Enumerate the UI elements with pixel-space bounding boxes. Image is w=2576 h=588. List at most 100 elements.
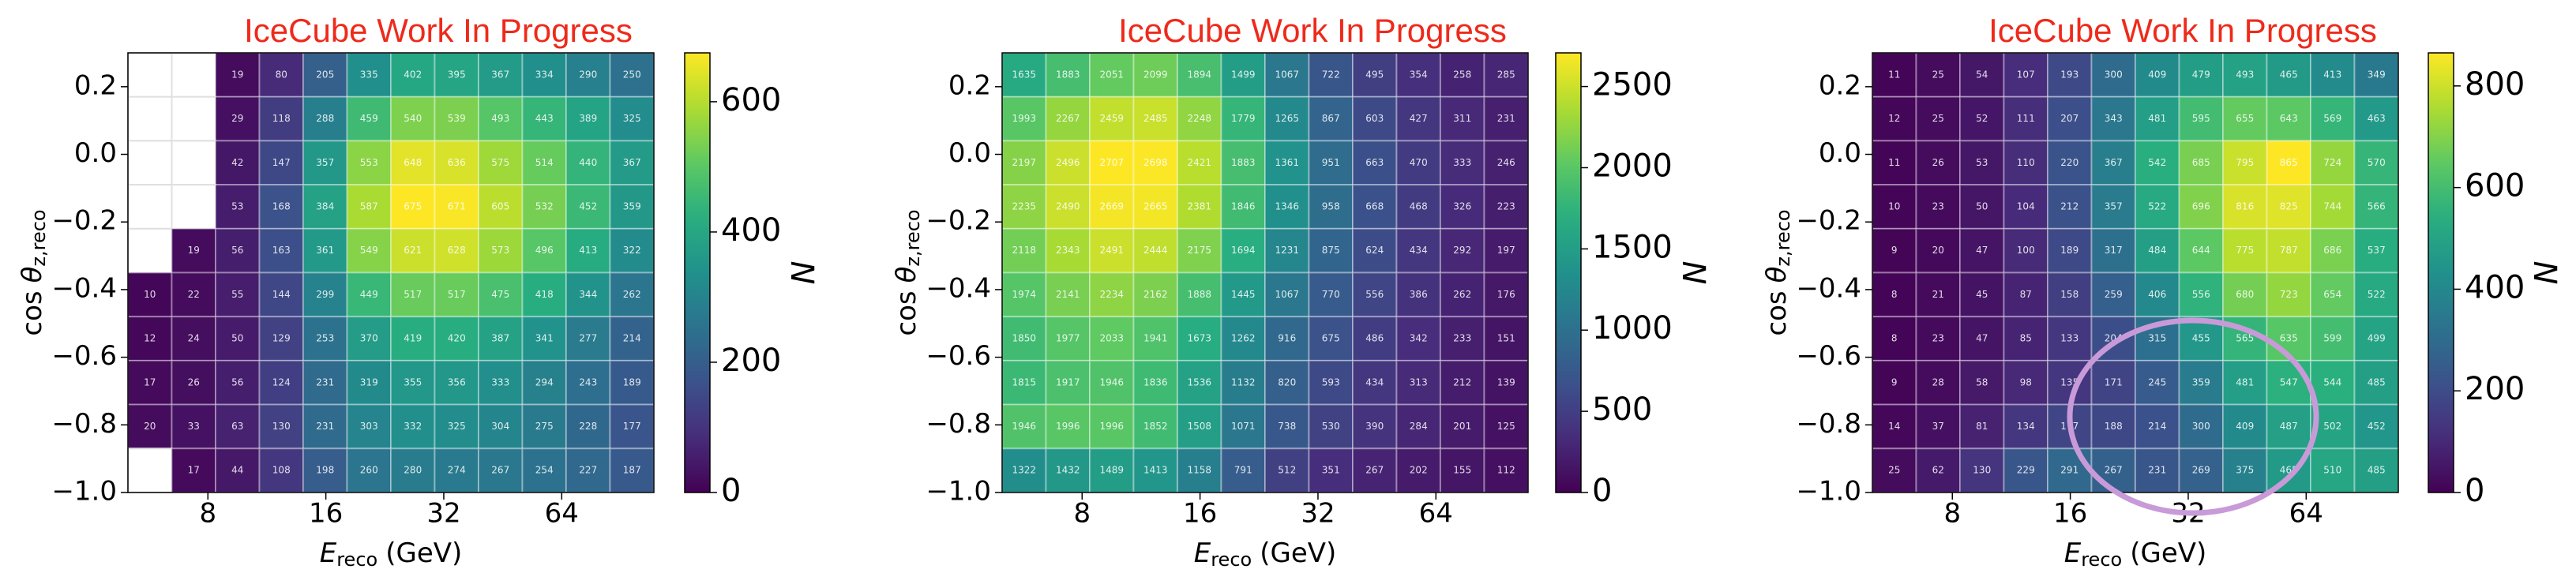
cell-label: 479: [2192, 69, 2210, 80]
cell: [565, 140, 611, 186]
cell: [2003, 448, 2048, 493]
cell-label: 118: [272, 113, 291, 124]
cell-label: 1489: [1099, 465, 1124, 476]
colorbar-tick-label: 600: [2465, 168, 2525, 204]
cell: [1089, 272, 1135, 318]
cell: [2266, 96, 2311, 142]
cell: [2266, 359, 2311, 406]
cell: [609, 52, 655, 98]
cell-label: 63: [231, 421, 243, 432]
cell-label: 2162: [1143, 289, 1168, 300]
colorbar-tick-label: 600: [721, 82, 781, 118]
cell-label: 825: [2280, 200, 2298, 212]
cell: [1915, 448, 1961, 493]
x-tick-label: 64: [1419, 498, 1453, 530]
y-axis-label: cosθz,reco: [891, 209, 925, 335]
cell: [1483, 184, 1529, 230]
cell-label: 50: [1976, 200, 1988, 212]
cell-label: 795: [2236, 157, 2254, 168]
cell: [1483, 316, 1529, 361]
cell-label: 26: [1932, 157, 1944, 168]
x-axis-label: Ereco (GeV): [2064, 537, 2207, 571]
cell-label: 816: [2236, 200, 2254, 212]
cell: [1483, 359, 1529, 406]
cell: [346, 359, 392, 406]
cell-label: 53: [1976, 157, 1988, 168]
cell: [1177, 403, 1222, 450]
cell-label: 540: [404, 113, 422, 124]
cell-label: 395: [448, 69, 466, 80]
cell-label: 171: [2105, 376, 2123, 388]
cell: [1264, 403, 1310, 450]
cell: [1177, 140, 1222, 186]
cell-label: 2485: [1143, 113, 1168, 124]
colorbar-tick-label: 0: [1592, 473, 1612, 509]
cell: [1220, 227, 1266, 274]
cell: [1177, 184, 1222, 230]
cell-label: 2665: [1143, 200, 1168, 212]
y-tick-label: −0.6: [1796, 340, 1861, 372]
cell: [609, 96, 655, 142]
cell: [1220, 96, 1266, 142]
cell-label: 485: [2368, 465, 2386, 476]
cell-label: 867: [1322, 113, 1340, 124]
cell-label: 262: [623, 289, 641, 300]
cell-label: 1265: [1275, 113, 1299, 124]
cell-label: 10: [1888, 200, 1900, 212]
cell: [2353, 272, 2399, 318]
cell: [346, 96, 392, 142]
cell-label: 104: [2017, 200, 2035, 212]
cell-label: 443: [535, 113, 554, 124]
cell-label: 198: [316, 465, 334, 476]
cell-label: 2099: [1143, 69, 1168, 80]
cell: [521, 359, 567, 406]
cell-label: 744: [2323, 200, 2341, 212]
cell: [1352, 316, 1398, 361]
cell-label: 341: [535, 333, 554, 344]
cell-label: 290: [579, 69, 597, 80]
cell-label: 1996: [1056, 421, 1080, 432]
cell: [2353, 227, 2399, 274]
cell-label: 12: [144, 333, 156, 344]
cell-label: 1974: [1012, 289, 1036, 300]
y-tick-label: −0.8: [1796, 408, 1861, 440]
cell-label: 349: [2368, 69, 2386, 80]
cell-label: 2491: [1099, 245, 1124, 256]
cell-label: 223: [1497, 200, 1515, 212]
empty-cell: [127, 227, 173, 274]
cell-label: 2381: [1187, 200, 1211, 212]
cell: [2135, 359, 2180, 406]
cell-label: 654: [2323, 289, 2341, 300]
cell-label: 1946: [1012, 421, 1036, 432]
colorbar-tick-label: 400: [721, 212, 781, 249]
cell-label: 1067: [1275, 289, 1299, 300]
cell: [2266, 272, 2311, 318]
cell: [2135, 96, 2180, 142]
cell-label: 147: [272, 157, 291, 168]
cell: [1177, 96, 1222, 142]
cell: [1132, 96, 1178, 142]
cell: [215, 316, 261, 361]
cell-label: 189: [2060, 245, 2078, 256]
cell-label: 675: [1322, 333, 1340, 344]
cell-label: 680: [2236, 289, 2254, 300]
cell-label: 599: [2323, 333, 2341, 344]
cell: [1915, 272, 1961, 318]
cell: [2178, 184, 2224, 230]
cell-label: 570: [2368, 157, 2386, 168]
cell: [1264, 140, 1310, 186]
cell-label: 8: [1891, 333, 1898, 344]
cell-label: 1231: [1275, 245, 1299, 256]
cell-label: 277: [579, 333, 597, 344]
cell-label: 1846: [1231, 200, 1256, 212]
cell-label: 254: [535, 465, 554, 476]
cell-label: 537: [2368, 245, 2386, 256]
cell: [2353, 359, 2399, 406]
cell-label: 1850: [1012, 333, 1036, 344]
empty-cell: [127, 52, 173, 98]
cell-label: 357: [2105, 200, 2123, 212]
x-axis-label: Ereco (GeV): [1194, 537, 1337, 571]
cell: [258, 403, 304, 450]
cell-label: 575: [491, 157, 509, 168]
cell: [1132, 140, 1178, 186]
